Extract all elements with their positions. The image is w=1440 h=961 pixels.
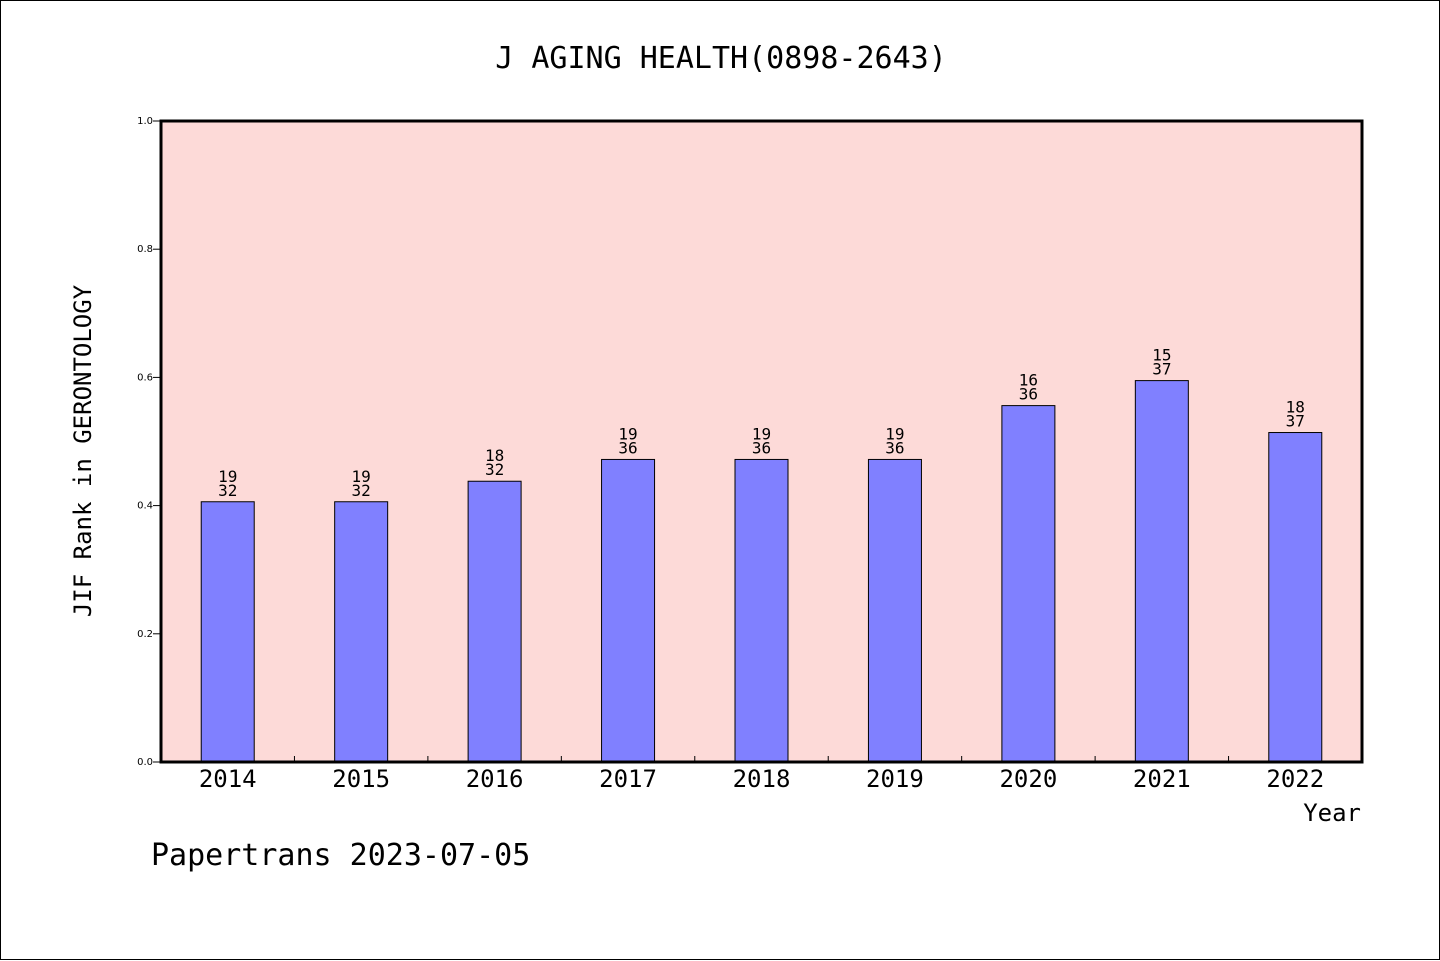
bar	[601, 458, 656, 763]
y-tick-label: 0.0	[137, 757, 153, 768]
x-tick-label: 2014	[199, 765, 257, 793]
x-tick-label: 2018	[733, 765, 791, 793]
bar-total-label: 37	[1152, 360, 1171, 379]
bar-total-label: 36	[752, 438, 771, 457]
bar-total-label: 32	[218, 481, 237, 500]
bar-total-label: 36	[618, 438, 637, 457]
x-axis-label: Year	[1303, 799, 1361, 827]
bar	[734, 458, 789, 763]
bar-rank-label: 19	[218, 467, 237, 486]
plot-border	[159, 119, 1364, 764]
x-tick-label: 2020	[999, 765, 1057, 793]
bar	[200, 501, 255, 763]
y-axis: 0.0 0.2 0.4 0.6 0.8 1.0	[137, 116, 161, 768]
x-tick-label: 2017	[599, 765, 657, 793]
bar-rank-label: 19	[885, 424, 904, 443]
x-tick-label: 2021	[1133, 765, 1191, 793]
bar	[867, 458, 922, 763]
bar-rank-label: 18	[485, 446, 504, 465]
x-tick-label: 2019	[866, 765, 924, 793]
y-tick-label: 0.2	[137, 629, 153, 640]
x-tick-label: 2015	[332, 765, 390, 793]
bar-total-label: 32	[352, 481, 371, 500]
bar-rank-label: 16	[1019, 371, 1038, 390]
bar	[1268, 432, 1323, 763]
bar-total-label: 37	[1286, 412, 1305, 431]
bar	[467, 480, 522, 763]
bar	[1001, 405, 1056, 763]
bar-rank-label: 19	[752, 424, 771, 443]
y-axis-label: JIF Rank in GERONTOLOGY	[69, 284, 97, 617]
x-axis: 2014 2015 2016 2017 2018 2019 2020 2021 2022	[199, 756, 1324, 793]
bar	[1134, 380, 1189, 763]
footer-credit: Papertrans 2023-07-05	[151, 838, 530, 873]
y-tick-label: 0.8	[137, 244, 153, 255]
chart-title: J AGING HEALTH(0898-2643)	[495, 41, 947, 76]
bar-total-label: 36	[1019, 385, 1038, 404]
y-tick-label: 1.0	[137, 116, 153, 127]
bar-rank-label: 19	[618, 424, 637, 443]
y-tick-label: 0.4	[137, 501, 153, 512]
y-tick-label: 0.6	[137, 372, 153, 383]
bar-rank-label: 15	[1152, 346, 1171, 365]
bar-rank-label: 18	[1286, 398, 1305, 417]
x-tick-label: 2022	[1266, 765, 1324, 793]
x-tick-label: 2016	[466, 765, 524, 793]
bar	[334, 501, 389, 763]
bar-total-label: 32	[485, 460, 504, 479]
bar-total-label: 36	[885, 438, 904, 457]
bar-rank-label: 19	[352, 467, 371, 486]
